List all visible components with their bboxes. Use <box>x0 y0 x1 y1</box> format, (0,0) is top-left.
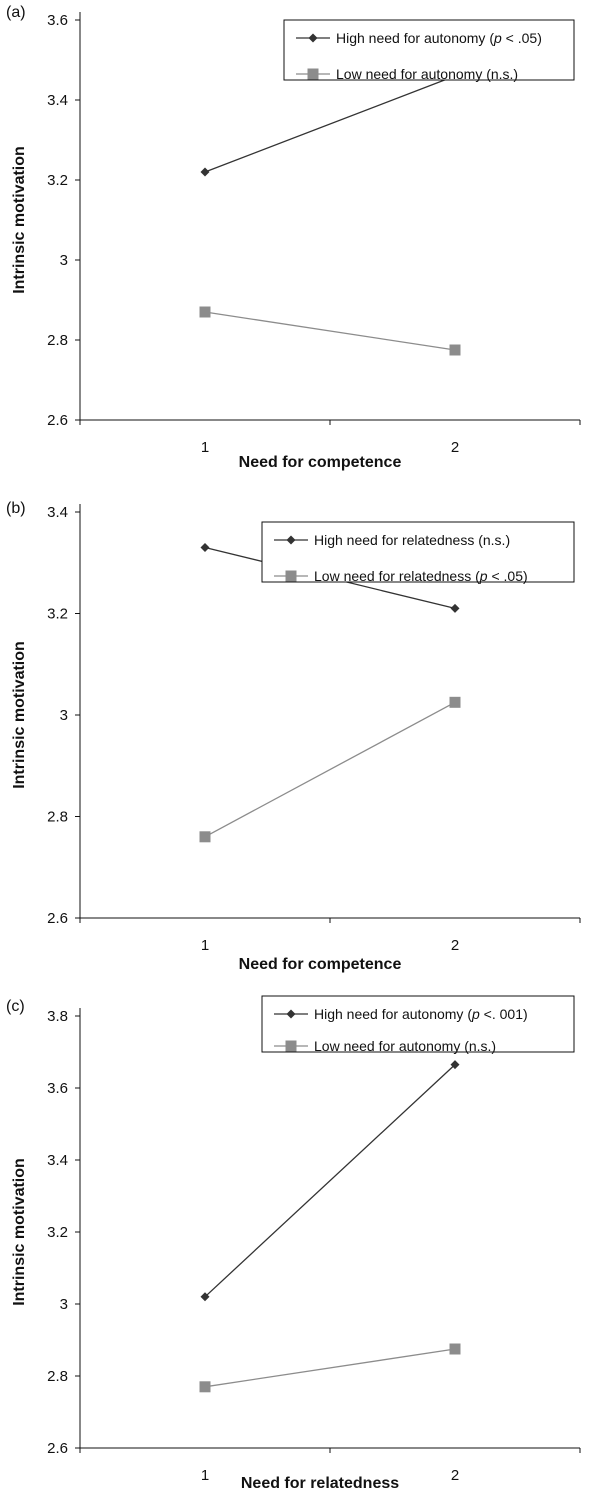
series-line <box>204 1064 456 1298</box>
y-tick-label: 3.6 <box>47 1080 68 1097</box>
y-tick-label: 3.4 <box>47 504 68 521</box>
x-axis-title: Need for competence <box>239 956 402 973</box>
chart-svg: 2.6 2.8 3 3.2 3.4 3.6 3.8 1 2 Need for relatednes… <box>11 995 581 1492</box>
y-tick-label: 2.6 <box>47 412 68 429</box>
panel-label: (a) <box>6 4 26 21</box>
data-point-diamond <box>200 1292 210 1302</box>
legend-label: Low need for autonomy (n.s.) <box>336 66 518 82</box>
legend-label: Low need for autonomy (n.s.) <box>314 1038 496 1054</box>
x-axis-title: Need for relatedness <box>241 1475 399 1492</box>
series-line <box>204 311 456 351</box>
y-tick-label: 3 <box>60 252 68 269</box>
y-tick-label: 3.4 <box>47 92 68 109</box>
series-line <box>204 1348 456 1388</box>
data-point-diamond <box>200 543 210 553</box>
data-point-square <box>449 696 461 708</box>
x-tick-label: 1 <box>201 1467 209 1484</box>
y-tick-label: 2.8 <box>47 1368 68 1385</box>
data-point-diamond <box>286 1009 296 1019</box>
chart-panel-a: (a) 2.6 2.8 3 3.2 3.4 3.6 1 2 Need for competenc… <box>0 0 590 498</box>
y-tick-label: 3 <box>60 1296 68 1313</box>
x-axis-title: Need for competence <box>239 454 402 471</box>
chart-svg: 2.6 2.8 3 3.2 3.4 1 2 Need for competence Intrin… <box>11 504 581 973</box>
y-axis-title: Intrinsic motivation <box>11 1158 28 1306</box>
data-point-diamond <box>450 603 460 613</box>
series-line <box>204 701 456 838</box>
legend-box <box>283 19 575 81</box>
y-tick-label: 2.6 <box>47 910 68 927</box>
y-tick-label: 3 <box>60 707 68 724</box>
y-tick-label: 3.6 <box>47 12 68 29</box>
legend-box <box>261 521 575 583</box>
data-point-square <box>449 1343 461 1355</box>
x-tick-label: 1 <box>201 439 209 456</box>
data-point-square <box>307 68 319 80</box>
y-tick-label: 3.2 <box>47 606 68 623</box>
x-tick-label: 2 <box>451 1467 459 1484</box>
data-point-diamond <box>450 1060 460 1070</box>
data-point-square <box>199 1381 211 1393</box>
data-point-diamond <box>200 167 210 177</box>
legend-label: High need for autonomy (p < .05) <box>336 30 542 46</box>
x-tick-label: 2 <box>451 439 459 456</box>
x-tick-label: 2 <box>451 937 459 954</box>
y-tick-label: 3.2 <box>47 172 68 189</box>
data-point-diamond <box>308 33 318 43</box>
y-tick-label: 3.4 <box>47 1152 68 1169</box>
chart-panel-c: (c) 2.6 2.8 3 3.2 3.4 3.6 3.8 1 2 Need for relate… <box>0 995 590 1494</box>
y-tick-label: 2.8 <box>47 809 68 826</box>
data-point-square <box>285 570 297 582</box>
y-tick-label: 3.2 <box>47 1224 68 1241</box>
y-tick-label: 3.8 <box>47 1008 68 1025</box>
data-point-square <box>199 306 211 318</box>
legend-label: Low need for relatedness (p < .05) <box>314 568 528 584</box>
data-point-square <box>285 1040 297 1052</box>
y-tick-label: 2.6 <box>47 1440 68 1457</box>
y-axis-title: Intrinsic motivation <box>11 146 28 294</box>
panel-label: (b) <box>6 500 26 517</box>
legend-label: High need for autonomy (p <. 001) <box>314 1006 528 1022</box>
chart-svg: 2.6 2.8 3 3.2 3.4 3.6 1 2 Need for competence Int… <box>11 12 581 471</box>
panel-label: (c) <box>6 998 25 1015</box>
legend-box <box>261 995 575 1053</box>
y-axis-title: Intrinsic motivation <box>11 641 28 789</box>
chart-panel-b: (b) 2.6 2.8 3 3.2 3.4 1 2 Need for competence In… <box>0 498 590 996</box>
x-tick-label: 1 <box>201 937 209 954</box>
data-point-square <box>199 831 211 843</box>
legend-label: High need for relatedness (n.s.) <box>314 532 510 548</box>
series-line <box>204 75 456 173</box>
y-tick-label: 2.8 <box>47 332 68 349</box>
data-point-square <box>449 344 461 356</box>
data-point-diamond <box>286 535 296 545</box>
